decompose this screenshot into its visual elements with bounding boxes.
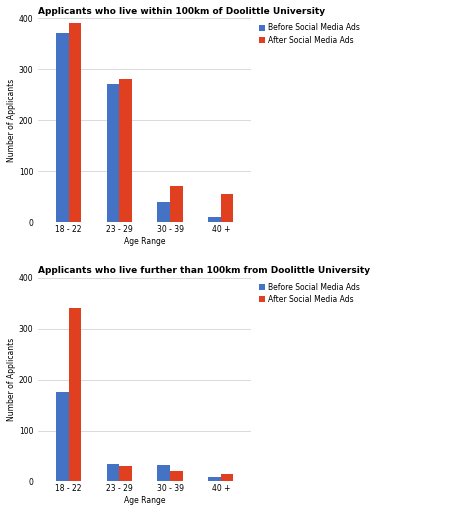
Bar [56,392,69,481]
Text: Applicants who live within 100km of Doolittle University: Applicants who live within 100km of Dool… [38,7,325,16]
Bar [170,186,183,222]
Y-axis label: Number of Applicants: Number of Applicants [7,78,16,162]
X-axis label: Age Range: Age Range [124,237,165,246]
Bar [208,477,221,481]
Bar [157,465,170,481]
Bar [119,79,132,222]
Bar [157,202,170,222]
Bar [221,474,233,481]
Bar [56,33,69,222]
Bar [208,217,221,222]
Bar [107,84,119,222]
Legend: Before Social Media Ads, After Social Media Ads: Before Social Media Ads, After Social Me… [257,282,361,306]
Bar [119,466,132,481]
Bar [170,472,183,481]
Bar [221,194,233,222]
Bar [107,464,119,481]
Legend: Before Social Media Ads, After Social Media Ads: Before Social Media Ads, After Social Me… [257,22,361,46]
X-axis label: Age Range: Age Range [124,496,165,505]
Bar [69,23,82,222]
Bar [69,308,82,481]
Text: Applicants who live further than 100km from Doolittle University: Applicants who live further than 100km f… [38,266,370,275]
Y-axis label: Number of Applicants: Number of Applicants [7,338,16,421]
